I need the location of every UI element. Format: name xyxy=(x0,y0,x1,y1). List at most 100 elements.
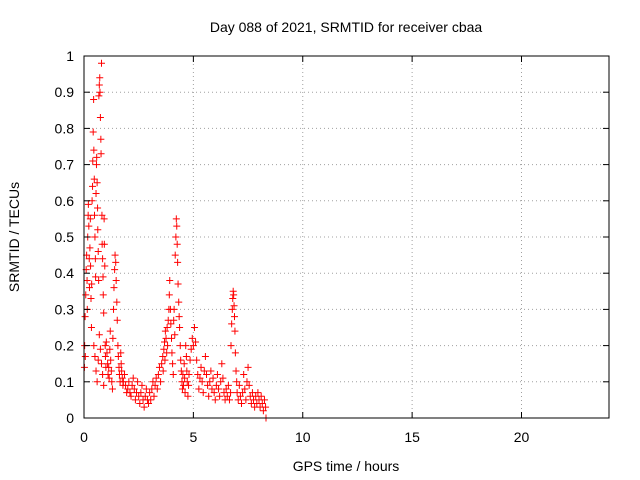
data-point xyxy=(110,284,118,292)
data-point xyxy=(198,378,206,386)
axis-ticks xyxy=(83,55,609,419)
data-point xyxy=(227,389,235,397)
data-point xyxy=(136,400,144,408)
data-point xyxy=(169,360,177,368)
data-point xyxy=(130,385,138,393)
data-point xyxy=(258,400,266,408)
data-point xyxy=(126,389,134,397)
data-point xyxy=(105,363,113,371)
data-point xyxy=(188,334,196,342)
data-point xyxy=(205,392,213,400)
data-point xyxy=(182,342,190,350)
data-point xyxy=(185,381,193,389)
data-point xyxy=(94,226,102,234)
data-point xyxy=(166,276,174,284)
data-point xyxy=(239,389,247,397)
y-tick-label: 0.5 xyxy=(55,229,75,245)
data-point xyxy=(93,378,101,386)
data-point xyxy=(98,59,105,67)
data-point xyxy=(254,389,262,397)
data-point xyxy=(199,389,207,397)
data-point xyxy=(229,295,237,303)
data-point xyxy=(122,381,130,389)
data-point xyxy=(176,324,184,331)
data-point xyxy=(91,255,99,263)
data-point xyxy=(82,291,90,299)
data-point xyxy=(157,378,165,386)
data-point xyxy=(220,389,228,397)
data-point xyxy=(140,403,148,411)
data-point xyxy=(108,378,116,386)
data-point xyxy=(112,276,120,284)
data-point xyxy=(231,327,239,335)
data-point xyxy=(173,240,181,248)
data-point xyxy=(262,403,270,411)
data-point xyxy=(88,280,96,288)
data-point xyxy=(89,182,97,190)
data-point xyxy=(184,392,192,400)
data-point xyxy=(171,331,179,339)
data-point xyxy=(93,179,101,187)
data-point xyxy=(111,251,119,259)
data-point xyxy=(138,381,146,389)
data-point xyxy=(192,338,200,346)
data-point xyxy=(163,324,171,331)
data-point xyxy=(154,371,162,379)
data-point xyxy=(150,392,158,400)
data-point xyxy=(243,378,251,386)
data-point xyxy=(108,385,116,393)
y-tick-label: 0.4 xyxy=(55,265,75,281)
data-point xyxy=(100,240,108,248)
data-point xyxy=(181,374,189,382)
data-point xyxy=(222,385,230,393)
data-point xyxy=(224,381,232,389)
data-point xyxy=(84,211,92,219)
data-point xyxy=(225,396,233,404)
data-point xyxy=(180,360,188,368)
data-point xyxy=(164,342,172,350)
data-point xyxy=(111,266,119,274)
data-point xyxy=(227,342,235,350)
data-point xyxy=(113,298,121,306)
data-point xyxy=(98,211,106,219)
data-point xyxy=(92,190,100,198)
data-point xyxy=(233,378,241,386)
data-point xyxy=(203,371,210,379)
data-point xyxy=(100,381,108,389)
data-point xyxy=(236,392,244,400)
y-tick-label: 0.1 xyxy=(55,374,75,390)
data-point xyxy=(95,331,103,339)
data-point xyxy=(177,356,185,364)
data-point xyxy=(179,371,187,379)
data-point xyxy=(141,392,149,400)
data-point xyxy=(230,291,238,299)
data-point xyxy=(170,305,178,313)
data-point xyxy=(81,313,89,321)
data-point xyxy=(161,356,169,364)
data-point xyxy=(209,374,217,382)
data-point xyxy=(190,324,198,331)
x-axis-title: GPS time / hours xyxy=(293,458,400,474)
data-point xyxy=(189,342,197,350)
data-point xyxy=(118,374,126,382)
data-point xyxy=(100,215,108,223)
data-point xyxy=(135,392,143,400)
data-point xyxy=(231,349,239,357)
data-point xyxy=(182,352,190,360)
data-point xyxy=(172,233,180,241)
data-point xyxy=(87,324,95,331)
data-point xyxy=(85,222,93,230)
data-point xyxy=(207,367,215,375)
data-point xyxy=(95,276,103,284)
data-point xyxy=(95,81,103,89)
data-point xyxy=(175,313,183,321)
data-point xyxy=(96,74,104,82)
data-point xyxy=(244,363,252,371)
data-point xyxy=(114,342,122,350)
data-point xyxy=(94,356,102,364)
data-point xyxy=(94,247,102,255)
data-point xyxy=(96,345,104,353)
data-point xyxy=(86,244,94,252)
data-point xyxy=(181,389,189,397)
data-point xyxy=(200,367,208,375)
